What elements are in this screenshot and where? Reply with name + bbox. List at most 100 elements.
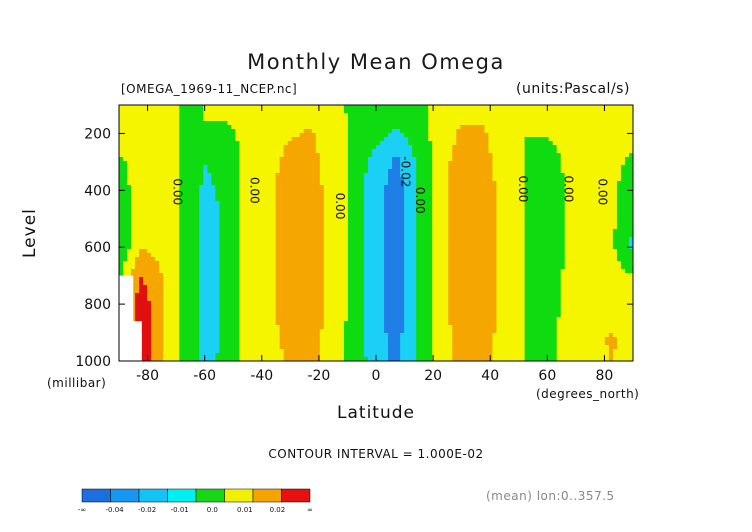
contour-cell bbox=[187, 113, 192, 118]
contour-cell bbox=[596, 237, 602, 242]
contour-cell bbox=[323, 161, 329, 166]
contour-cell bbox=[123, 185, 128, 190]
contour-cell bbox=[544, 237, 550, 242]
contour-cell bbox=[620, 169, 626, 174]
contour-cell bbox=[119, 221, 124, 226]
contour-cell bbox=[392, 145, 397, 150]
contour-cell bbox=[544, 113, 550, 118]
contour-cell bbox=[367, 181, 373, 186]
contour-cell bbox=[576, 225, 582, 230]
contour-cell bbox=[335, 173, 341, 178]
contour-cell bbox=[347, 245, 353, 250]
contour-cell bbox=[155, 153, 160, 158]
contour-cell bbox=[235, 105, 241, 110]
contour-cell bbox=[303, 245, 309, 250]
contour-cell bbox=[171, 137, 176, 142]
contour-cell bbox=[480, 245, 486, 250]
contour-cell bbox=[363, 221, 369, 226]
contour-cell bbox=[576, 205, 582, 210]
contour-cell bbox=[412, 121, 417, 126]
contour-cell bbox=[311, 125, 317, 130]
contour-cell bbox=[564, 117, 570, 122]
contour-cell bbox=[271, 137, 277, 142]
contour-cell bbox=[516, 165, 522, 170]
contour-cell bbox=[548, 257, 554, 262]
contour-cell bbox=[584, 197, 590, 202]
contour-cell bbox=[576, 253, 582, 258]
contour-cell bbox=[444, 105, 449, 110]
contour-cell bbox=[215, 185, 220, 190]
contour-cell bbox=[556, 209, 562, 214]
contour-cell bbox=[363, 233, 369, 238]
contour-cell bbox=[191, 213, 196, 218]
contour-cell bbox=[191, 201, 196, 206]
contour-cell bbox=[359, 157, 365, 162]
contour-cell bbox=[307, 129, 313, 134]
contour-cell bbox=[191, 161, 196, 166]
contour-cell bbox=[119, 141, 124, 146]
contour-cell bbox=[271, 121, 277, 126]
contour-cell bbox=[247, 121, 253, 126]
contour-cell bbox=[347, 217, 353, 222]
contour-cell bbox=[520, 113, 526, 118]
contour-cell bbox=[488, 169, 494, 174]
contour-cell bbox=[620, 161, 626, 166]
contour-cell bbox=[592, 165, 598, 170]
contour-cell bbox=[588, 241, 594, 246]
contour-cell bbox=[548, 225, 554, 230]
contour-cell bbox=[544, 137, 550, 142]
contour-cell bbox=[119, 153, 124, 158]
contour-cell bbox=[299, 249, 305, 254]
contour-cell bbox=[371, 225, 377, 230]
contour-cell bbox=[171, 257, 176, 262]
contour-cell bbox=[231, 201, 237, 206]
contour-cell bbox=[243, 177, 249, 182]
contour-cell bbox=[560, 221, 566, 226]
contour-cell bbox=[355, 245, 361, 250]
contour-cell bbox=[327, 113, 333, 118]
contour-cell bbox=[219, 121, 225, 126]
contour-cell bbox=[259, 177, 265, 182]
contour-cell bbox=[472, 109, 477, 114]
contour-cell bbox=[532, 109, 538, 114]
contour-cell bbox=[119, 257, 124, 262]
contour-cell bbox=[536, 137, 542, 142]
contour-cell bbox=[119, 137, 124, 142]
contour-cell bbox=[315, 193, 321, 198]
contour-cell bbox=[247, 177, 253, 182]
x-axis-label: Latitude bbox=[337, 403, 415, 423]
contour-cell bbox=[127, 149, 132, 154]
contour-cell bbox=[468, 161, 473, 166]
contour-cell bbox=[159, 173, 164, 178]
contour-cell bbox=[556, 237, 562, 242]
contour-cell bbox=[452, 237, 457, 242]
contour-cell bbox=[251, 177, 257, 182]
contour-cell bbox=[283, 229, 289, 234]
contour-cell bbox=[480, 169, 486, 174]
contour-cell bbox=[424, 141, 429, 146]
contour-cell bbox=[343, 245, 349, 250]
contour-cell bbox=[299, 117, 305, 122]
contour-cell bbox=[528, 253, 534, 258]
contour-cell bbox=[299, 109, 305, 114]
contour-cell bbox=[400, 105, 405, 110]
contour-cell bbox=[552, 145, 558, 150]
contour-cell bbox=[319, 249, 325, 254]
contour-cell bbox=[315, 209, 321, 214]
contour-cell bbox=[388, 137, 393, 142]
contour-cell bbox=[295, 185, 301, 190]
contour-cell bbox=[600, 161, 606, 166]
contour-cell bbox=[167, 141, 172, 146]
contour-cell bbox=[524, 121, 530, 126]
contour-cell bbox=[199, 221, 204, 226]
contour-cell bbox=[520, 105, 526, 110]
contour-cell bbox=[339, 157, 345, 162]
contour-cell bbox=[199, 153, 204, 158]
contour-cell bbox=[524, 113, 530, 118]
contour-cell bbox=[436, 165, 441, 170]
contour-cell bbox=[600, 245, 606, 250]
contour-cell bbox=[532, 133, 538, 138]
contour-cell bbox=[396, 257, 401, 262]
contour-cell bbox=[592, 157, 598, 162]
contour-cell bbox=[267, 153, 273, 158]
